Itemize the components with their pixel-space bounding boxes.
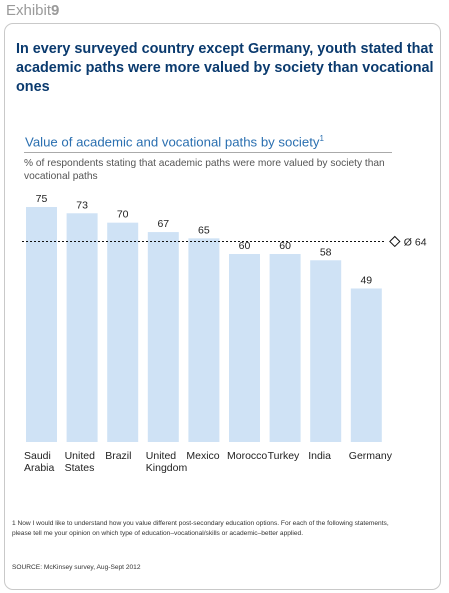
category-label: United bbox=[146, 450, 177, 462]
chart-title-text: Value of academic and vocational paths b… bbox=[25, 134, 320, 150]
category-label: States bbox=[65, 462, 95, 474]
exhibit-number: 9 bbox=[51, 2, 60, 19]
bar-value-label: 70 bbox=[117, 209, 129, 221]
bar-value-label: 60 bbox=[239, 240, 251, 252]
chart-title-rule bbox=[24, 152, 392, 153]
bar-value-label: 73 bbox=[76, 199, 88, 211]
category-label: Arabia bbox=[24, 462, 55, 474]
bar bbox=[107, 222, 139, 442]
bar-value-label: 49 bbox=[360, 274, 372, 286]
category-label: Morocco bbox=[227, 450, 267, 462]
bar-value-label: 65 bbox=[198, 224, 210, 236]
category-label: United bbox=[65, 450, 96, 462]
category-label: Saudi bbox=[24, 450, 51, 462]
category-label: Kingdom bbox=[146, 462, 188, 474]
bar bbox=[66, 213, 98, 442]
category-label: Turkey bbox=[268, 450, 300, 462]
bar-value-label: 60 bbox=[279, 240, 291, 252]
category-label: Germany bbox=[349, 450, 393, 462]
chart-subtitle: % of respondents stating that academic p… bbox=[24, 158, 385, 182]
bar bbox=[147, 232, 179, 442]
headline: In every surveyed country except Germany… bbox=[16, 41, 434, 95]
bar-value-label: 67 bbox=[157, 218, 169, 230]
category-label: Mexico bbox=[186, 450, 219, 462]
bar bbox=[350, 288, 382, 442]
category-label: India bbox=[308, 450, 331, 462]
category-label: Brazil bbox=[105, 450, 131, 462]
bar bbox=[188, 238, 220, 442]
average-marker-icon bbox=[389, 235, 401, 248]
source-note: SOURCE: McKinsey survey, Aug-Sept 2012 bbox=[12, 564, 141, 571]
chart-title-footnote-marker: 1 bbox=[319, 134, 324, 143]
bar bbox=[26, 207, 57, 442]
exhibit-word: Exhibit bbox=[6, 2, 52, 19]
bar-value-label: 75 bbox=[36, 193, 48, 205]
bar-value-label: 58 bbox=[320, 246, 332, 258]
bar bbox=[229, 254, 260, 442]
footnote: 1 Now I would like to understand how you… bbox=[12, 520, 389, 537]
bar bbox=[310, 260, 342, 442]
exhibit-label: Exhibit9 bbox=[6, 2, 59, 19]
bar bbox=[269, 254, 301, 442]
average-reference-label: Ø 64 bbox=[404, 236, 427, 248]
chart-title: Value of academic and vocational paths b… bbox=[25, 134, 324, 149]
